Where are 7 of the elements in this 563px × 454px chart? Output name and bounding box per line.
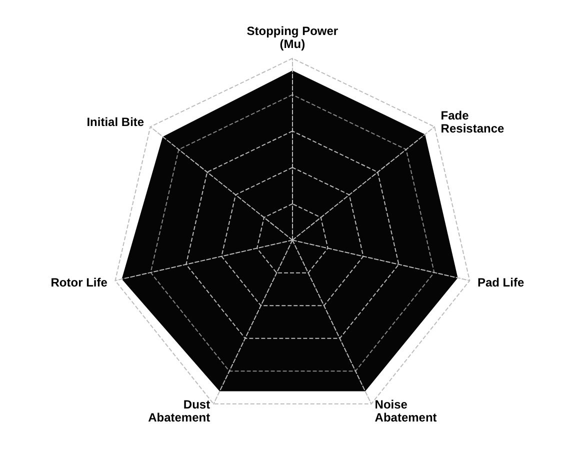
spoke-label: Pad Life bbox=[477, 275, 524, 290]
spoke-label: Noise Abatement bbox=[374, 398, 437, 425]
spoke-label: Stopping Power (Mu) bbox=[246, 24, 338, 51]
spoke-label: Dust Abatement bbox=[148, 398, 210, 425]
spoke-label: Initial Bite bbox=[86, 114, 144, 129]
spoke-label: Fade Resistance bbox=[440, 108, 505, 136]
spoke-label: Rotor Life bbox=[50, 275, 108, 290]
